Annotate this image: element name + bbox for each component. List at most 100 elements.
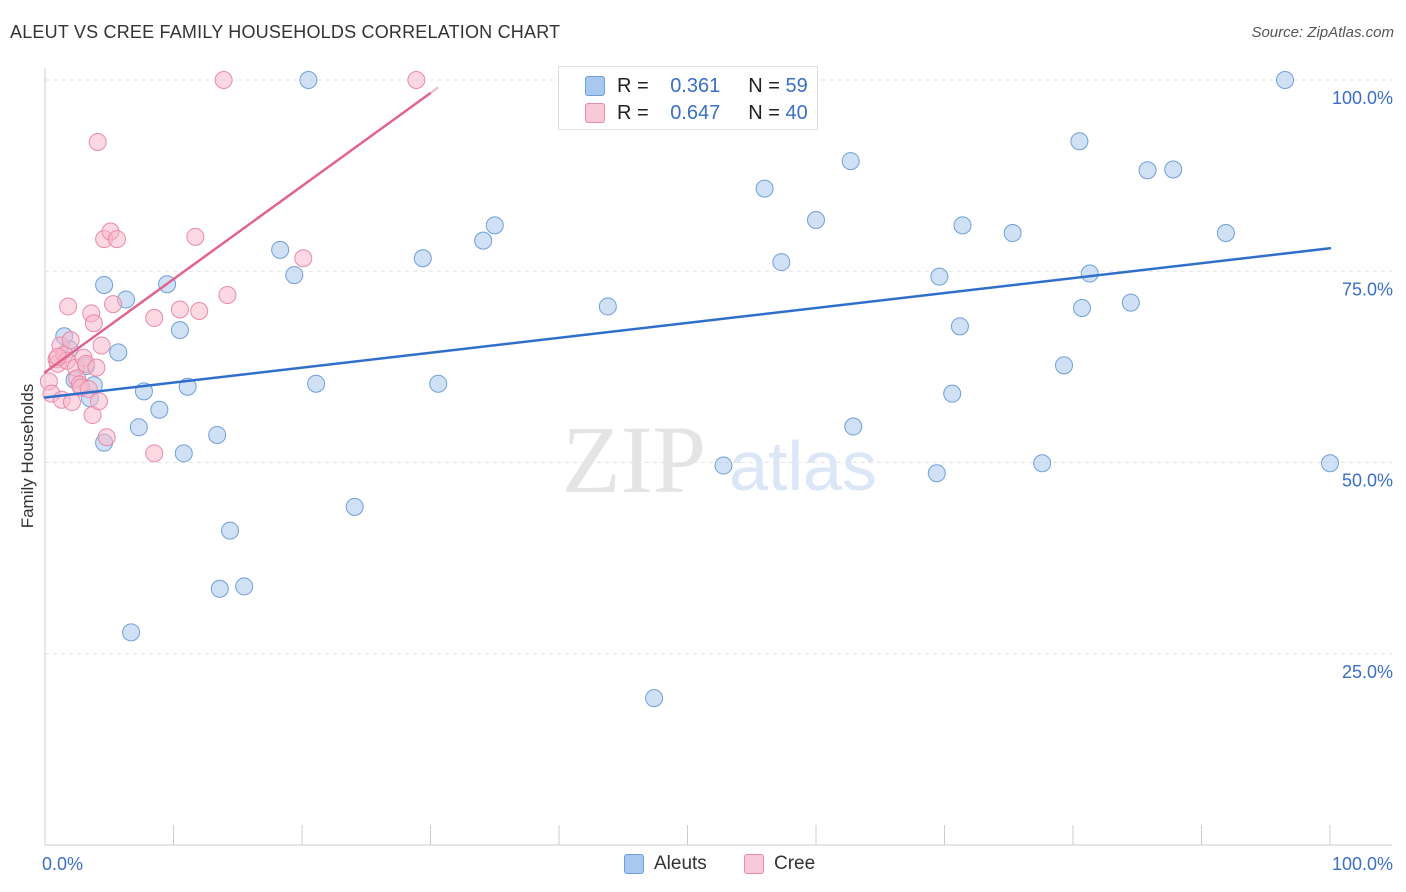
legend-row-aleuts: R = 0.361 N = 59 [585,73,808,99]
cree-point [145,444,164,463]
aleuts-r-value: 0.361 [670,74,721,97]
aleuts-point [953,216,972,235]
aleuts-point [755,179,774,198]
trend-layer [43,86,1332,399]
bottom-cree-swatch [744,854,764,874]
aleuts-point [950,317,969,336]
aleuts-point [235,577,254,596]
cree-point [170,300,189,319]
aleuts-point [1276,71,1295,89]
aleuts-point [1080,264,1099,283]
cree-point [88,132,107,151]
bottom-cree-label: Cree [774,853,816,874]
aleuts-point [645,689,664,708]
cree-point [92,336,111,355]
cree-point [87,358,106,377]
aleuts-point [1138,161,1157,180]
aleuts-point [943,384,962,403]
cree-point [59,297,78,316]
aleuts-point [122,623,141,642]
cree-point [61,331,80,350]
correlation-legend: R = 0.361 N = 59 R = 0.647 N = 40 [558,66,818,130]
source-label: Source: ZipAtlas.com [1251,24,1394,41]
cree-point [89,392,108,411]
aleuts-point [485,216,504,235]
aleuts-swatch [585,76,605,96]
cree-point [145,308,164,327]
aleuts-point [109,343,128,362]
aleuts-point [129,418,148,437]
aleuts-point [285,266,304,285]
cree-point [104,295,123,314]
bottom-legend-aleuts: Aleuts [624,850,707,878]
aleuts-point [1072,298,1091,317]
aleuts-point [844,417,863,436]
cree-point [84,314,103,333]
axis-layer: 25.0% 50.0% 75.0% 100.0% 0.0% 100.0% [42,68,1393,874]
watermark-zip: ZIP [562,406,706,513]
cree-point [294,249,313,268]
aleuts-r-label: R = [617,74,649,97]
aleuts-point [1216,224,1235,242]
y-tick-label: 75.0% [1342,279,1393,299]
cree-point [97,428,116,447]
bottom-aleuts-swatch [624,854,644,874]
y-tick-label: 50.0% [1342,471,1393,491]
aleuts-point [1321,454,1339,473]
cree-trendline-extension [429,86,439,94]
aleuts-point [1033,454,1052,473]
aleuts-trendline [43,247,1332,399]
cree-point [218,285,237,304]
watermark: ZIP atlas [562,406,877,513]
aleuts-point [271,240,290,259]
aleuts-point [345,497,364,516]
cree-point [214,71,233,89]
aleuts-point [95,276,114,295]
aleuts-point [150,400,169,419]
aleuts-point [413,249,432,268]
points-layer [39,71,1339,708]
aleuts-point [1003,224,1022,242]
bottom-legend-cree: Cree [744,850,815,878]
bottom-aleuts-label: Aleuts [654,853,707,874]
aleuts-point [927,464,946,483]
cree-point [107,230,126,249]
aleuts-point [474,231,493,250]
aleuts-point [299,71,318,89]
grid-layer [45,79,1392,655]
aleuts-point [170,321,189,340]
aleuts-point [807,210,825,229]
aleuts-point [307,374,326,393]
cree-r-label: R = [617,101,649,124]
cree-point [407,71,426,89]
aleuts-point [208,425,227,444]
cree-r-value: 0.647 [670,101,721,124]
aleuts-n-label: N = [748,74,780,97]
watermark-atlas: atlas [729,427,877,505]
cree-n-label: N = [748,101,780,124]
aleuts-point [429,374,448,393]
aleuts-point [841,152,860,171]
cree-point [190,302,209,321]
aleuts-point [598,297,617,316]
aleuts-n-value: 59 [785,74,808,97]
aleuts-point [1164,160,1183,179]
y-tick-label: 100.0% [1332,88,1393,108]
y-tick-label: 25.0% [1342,662,1393,682]
x-tick-label: 100.0% [1332,854,1393,874]
cree-n-value: 40 [785,101,808,124]
cree-trendline [43,91,432,374]
aleuts-point [210,579,229,598]
y-axis-label: Family Households [18,384,37,529]
aleuts-point [772,253,791,272]
aleuts-point [1121,293,1140,312]
aleuts-point [1055,356,1074,375]
cree-swatch [585,103,605,123]
aleuts-point [714,456,733,475]
aleuts-point [1070,132,1089,151]
legend-row-cree: R = 0.647 N = 40 [585,100,808,126]
cree-point [186,227,205,246]
x-tick-label: 0.0% [42,854,83,874]
aleuts-point [221,521,240,540]
